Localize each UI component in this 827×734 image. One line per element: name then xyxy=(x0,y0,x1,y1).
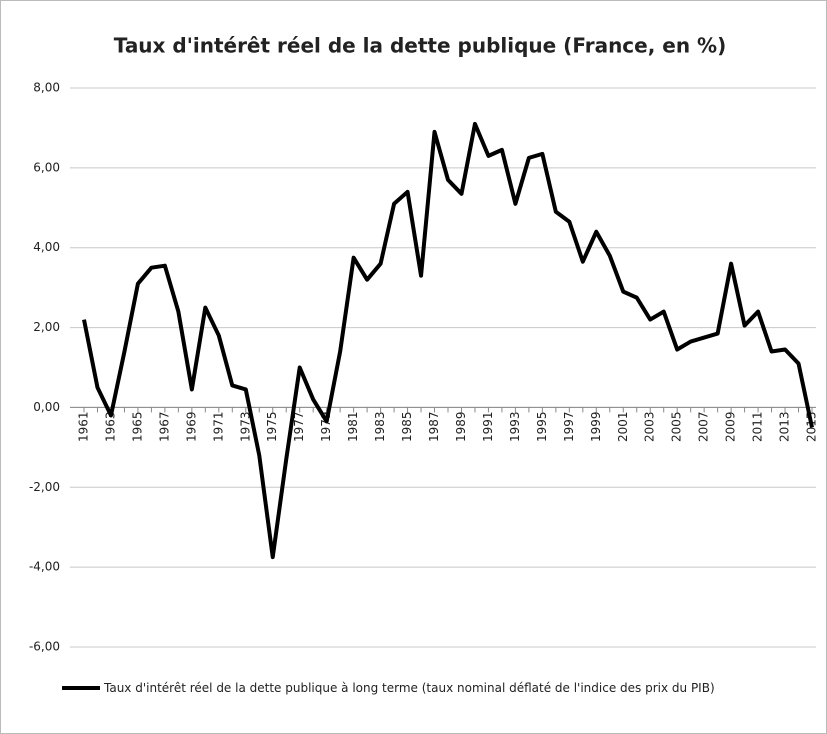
x-tick-label: 2005 xyxy=(670,411,684,442)
x-tick-label: 1985 xyxy=(400,411,414,442)
x-tick-label: 1987 xyxy=(427,411,441,442)
x-tick-label: 1973 xyxy=(238,411,252,442)
x-tick-label: 1961 xyxy=(77,411,91,442)
x-tick-label: 2007 xyxy=(697,411,711,442)
x-tick-label: 1971 xyxy=(211,411,225,442)
x-tick-label: 1969 xyxy=(184,411,198,442)
x-tick-label: 1983 xyxy=(373,411,387,442)
y-tick-label: -2,00 xyxy=(29,480,60,494)
x-tick-label: 1981 xyxy=(346,411,360,442)
x-tick-label: 2013 xyxy=(778,411,792,442)
y-tick-label: 2,00 xyxy=(33,320,60,334)
x-tick-label: 2001 xyxy=(616,411,630,442)
y-tick-label: 6,00 xyxy=(33,160,60,174)
legend-label: Taux d'intérêt réel de la dette publique… xyxy=(104,681,715,695)
x-tick-label: 1991 xyxy=(481,411,495,442)
y-tick-label: -4,00 xyxy=(29,560,60,574)
x-tick-label: 1999 xyxy=(589,411,603,442)
x-tick-label: 1989 xyxy=(454,411,468,442)
x-tick-label: 1979 xyxy=(319,411,333,442)
x-tick-label: 2003 xyxy=(643,411,657,442)
x-tick-label: 1995 xyxy=(535,411,549,442)
x-tick-label: 1965 xyxy=(130,411,144,442)
x-tick-label: 1975 xyxy=(265,411,279,442)
x-tick-label: 1963 xyxy=(103,411,117,442)
x-tick-label: 2011 xyxy=(751,411,765,442)
x-tick-label: 1997 xyxy=(562,411,576,442)
x-tick-label: 1967 xyxy=(157,411,171,442)
y-tick-label: -6,00 xyxy=(29,640,60,654)
chart-title: Taux d'intérêt réel de la dette publique… xyxy=(114,34,726,58)
y-tick-label: 4,00 xyxy=(33,240,60,254)
x-tick-label: 1993 xyxy=(508,411,522,442)
x-tick-label: 2009 xyxy=(724,411,738,442)
y-tick-label: 0,00 xyxy=(33,400,60,414)
x-tick-label: 1977 xyxy=(292,411,306,442)
data-line xyxy=(82,121,814,560)
y-tick-label: 8,00 xyxy=(33,81,60,95)
